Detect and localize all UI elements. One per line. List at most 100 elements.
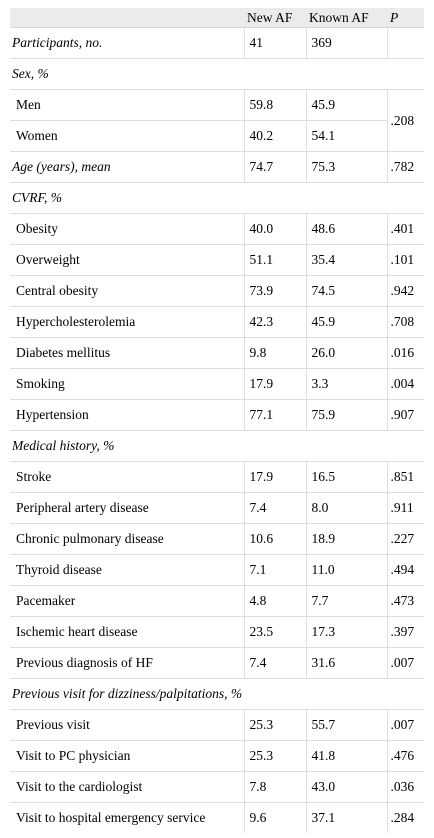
table-row: Visit to PC physician 25.3 41.8.476: [10, 740, 424, 772]
table-row: Women 40.2 54.1: [10, 120, 424, 152]
new-af-value: 9.8: [243, 337, 306, 369]
new-af-value: 7.1: [243, 554, 306, 586]
new-af-value: 40.2: [243, 120, 306, 152]
row-label: Previous diagnosis of HF: [10, 647, 244, 679]
p-value: .397: [386, 616, 424, 648]
row-label: Visit to PC physician: [10, 740, 244, 772]
known-af-value: 26.0: [305, 337, 387, 369]
new-af-value: 51.1: [243, 244, 306, 276]
table-row: Previous visit 25.3 55.7.007: [10, 709, 424, 741]
new-af-value: 74.7: [243, 151, 306, 183]
table-row: Stroke 17.9 16.5.851: [10, 461, 424, 493]
known-af-value: 75.3: [305, 151, 387, 183]
table-row: Hypercholesterolemia 42.3 45.9.708: [10, 306, 424, 338]
known-af-value: 45.9: [305, 89, 387, 121]
known-af-value: 35.4: [305, 244, 387, 276]
table-row: Age (years), mean 74.7 75.3.782: [10, 151, 424, 183]
new-af-value: 25.3: [243, 740, 306, 772]
known-af-value: 369: [305, 27, 387, 59]
header-row: New AF Known AF P: [10, 8, 424, 28]
section-row: CVRF, %: [10, 182, 424, 214]
row-label: Visit to hospital emergency service: [16, 810, 206, 825]
row-label: Men: [10, 89, 244, 121]
known-af-value: 37.1: [305, 802, 387, 833]
new-af-value: 23.5: [243, 616, 306, 648]
new-af-value: 4.8: [243, 585, 306, 617]
p-value: .101: [386, 244, 424, 276]
section-label: Medical history, %: [10, 430, 424, 462]
row-label: Ischemic heart disease: [10, 616, 244, 648]
section-row: Previous visit for dizziness/palpitation…: [10, 678, 424, 710]
new-af-value: 7.4: [243, 492, 306, 524]
table-row: Visit to hospital emergency service 9.6 37…: [10, 802, 424, 833]
table-row: Diabetes mellitus 9.8 26.0.016: [10, 337, 424, 369]
row-label: Participants, no.: [10, 27, 244, 59]
row-label: Obesity: [10, 213, 244, 245]
table-body: Participants, no. 41 369 Sex, % Men 59.8 45.9.…: [10, 27, 424, 833]
comparison-table: New AF Known AF P Participants, no. 41 369…: [10, 8, 424, 833]
known-af-value: 45.9: [305, 306, 387, 338]
table-row: Smoking 17.9 3.3.004: [10, 368, 424, 400]
header-label-column: [10, 8, 244, 28]
new-af-value: 17.9: [243, 368, 306, 400]
known-af-value: 48.6: [305, 213, 387, 245]
section-row: Medical history, %: [10, 430, 424, 462]
header-new-af: New AF: [244, 8, 306, 28]
table-row: Chronic pulmonary disease 10.6 18.9.227: [10, 523, 424, 555]
known-af-value: 74.5: [305, 275, 387, 307]
new-af-value: 9.6: [243, 802, 306, 833]
table-row: Ischemic heart disease 23.5 17.3.397: [10, 616, 424, 648]
table-row: Peripheral artery disease 7.4 8.0.911: [10, 492, 424, 524]
known-af-value: 55.7: [305, 709, 387, 741]
p-value: .494: [386, 554, 424, 586]
table-row: Men 59.8 45.9.208: [10, 89, 424, 152]
known-af-value: 31.6: [305, 647, 387, 679]
known-af-value: 11.0: [305, 554, 387, 586]
row-label: Smoking: [10, 368, 244, 400]
p-value: .708: [386, 306, 424, 338]
p-value: [386, 27, 424, 59]
row-label: Central obesity: [10, 275, 244, 307]
table-row: Thyroid disease 7.1 11.0.494: [10, 554, 424, 586]
new-af-value: 41: [243, 27, 306, 59]
table-row: Participants, no. 41 369: [10, 27, 424, 59]
header-known-af: Known AF: [306, 8, 387, 28]
header-p-value: P: [387, 8, 424, 28]
table-row: Previous diagnosis of HF 7.4 31.6.007: [10, 647, 424, 679]
known-af-value: 3.3: [305, 368, 387, 400]
table-row: Central obesity 73.9 74.5.942: [10, 275, 424, 307]
new-af-value: 73.9: [243, 275, 306, 307]
new-af-value: 42.3: [243, 306, 306, 338]
p-value: .007: [386, 709, 424, 741]
known-af-value: 41.8: [305, 740, 387, 772]
row-label: Women: [10, 120, 244, 152]
p-value: .036: [386, 771, 424, 803]
new-af-value: 77.1: [243, 399, 306, 431]
section-label: Previous visit for dizziness/palpitation…: [10, 678, 424, 710]
p-value: .401: [386, 213, 424, 245]
p-value: .016: [386, 337, 424, 369]
row-label: Overweight: [10, 244, 244, 276]
table-row: Overweight 51.1 35.4.101: [10, 244, 424, 276]
p-value: .227: [386, 523, 424, 555]
row-label: Previous visit: [10, 709, 244, 741]
p-value: .284: [386, 802, 424, 833]
new-af-value: 10.6: [243, 523, 306, 555]
section-row: Sex, %: [10, 58, 424, 90]
known-af-value: 16.5: [305, 461, 387, 493]
row-label: Chronic pulmonary disease: [10, 523, 244, 555]
row-label: Stroke: [10, 461, 244, 493]
row-label: Hypercholesterolemia: [10, 306, 244, 338]
table-row: Obesity 40.0 48.6.401: [10, 213, 424, 245]
known-af-value: 54.1: [305, 120, 387, 152]
p-value: .942: [386, 275, 424, 307]
section-label: Sex, %: [10, 58, 424, 90]
table-row: Pacemaker 4.8 7.7.473: [10, 585, 424, 617]
new-af-value: 7.4: [243, 647, 306, 679]
table-row: Hypertension 77.1 75.9.907: [10, 399, 424, 431]
new-af-value: 59.8: [243, 89, 306, 121]
row-label: Pacemaker: [10, 585, 244, 617]
p-value: .911: [386, 492, 424, 524]
new-af-value: 40.0: [243, 213, 306, 245]
table-header: New AF Known AF P: [10, 8, 424, 28]
